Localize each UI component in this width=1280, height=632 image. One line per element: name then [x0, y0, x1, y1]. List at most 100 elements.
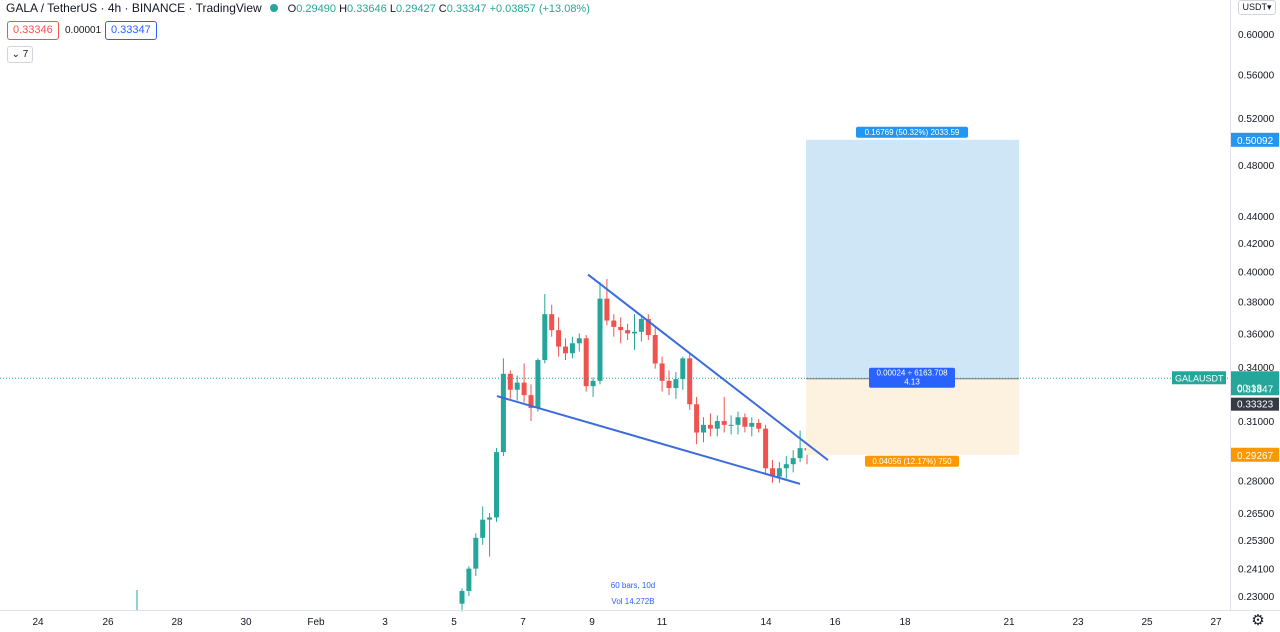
- candle-body: [480, 519, 486, 538]
- candle-body: [694, 404, 700, 433]
- stop-label: 0.04056 (12.17%) 750: [872, 457, 952, 466]
- candle-body: [687, 358, 693, 405]
- candle-body: [466, 568, 472, 591]
- entry-price-tag-bg: [1231, 397, 1279, 411]
- candle-body: [638, 318, 644, 332]
- x-tick-label: 18: [899, 617, 911, 628]
- candle-body: [590, 380, 596, 387]
- y-tick-label: 0.52000: [1238, 114, 1275, 125]
- y-tick-label: 0.56000: [1238, 70, 1275, 81]
- entry-label-bg: [869, 367, 955, 388]
- x-tick-label: Feb: [307, 617, 325, 628]
- candle-body: [707, 424, 713, 429]
- x-tick-label: 23: [1072, 617, 1084, 628]
- entry-label: 4.13: [904, 378, 920, 387]
- candle-body: [563, 346, 568, 354]
- candle-body: [597, 298, 603, 381]
- sell-button[interactable]: 0.33346: [7, 21, 59, 40]
- candle-body: [652, 335, 658, 364]
- candle-body: [666, 380, 672, 388]
- drawings-layer: 0.16769 (50.32%) 2033.59 0.00024 ÷ 6163.7…: [0, 126, 1230, 606]
- candle-body: [576, 338, 582, 344]
- candle-body: [583, 338, 589, 387]
- candle-body: [507, 373, 513, 390]
- close-value: 0.33347: [446, 3, 487, 15]
- price-axis-panel: [1230, 0, 1280, 632]
- y-tick-label: 0.26500: [1238, 509, 1275, 520]
- y-tick-label: 0.31000: [1238, 417, 1275, 428]
- candle-body: [632, 331, 637, 334]
- open-value: 0.29490: [296, 3, 336, 15]
- candle-body: [514, 382, 520, 390]
- candle-body: [680, 358, 686, 380]
- ohlc-values: O0.29490 H0.33646 L0.29427 C0.33347 +0.0…: [287, 3, 590, 15]
- y-tick-label: 0.24100: [1238, 565, 1275, 576]
- indicators-toggle-button[interactable]: ⌄ 7: [7, 46, 33, 63]
- target-price-tag-bg: [1231, 132, 1279, 147]
- candle-body: [742, 417, 748, 427]
- y-tick-label: 0.40000: [1238, 268, 1275, 279]
- high-value: 0.33646: [347, 3, 387, 15]
- y-tick-label: 0.60000: [1238, 30, 1275, 41]
- stop-price-tag: 0.29267: [1237, 451, 1274, 462]
- x-tick-label: 21: [1003, 617, 1015, 628]
- candle-body: [625, 330, 631, 334]
- gear-icon[interactable]: ⚙: [1251, 612, 1265, 629]
- profit-zone: [806, 139, 1019, 379]
- candle-body: [459, 590, 465, 604]
- y-tick-label: 0.23000: [1238, 592, 1275, 603]
- wedge-lower-trendline: [496, 395, 801, 485]
- ticker-tag: GALAUSDT: [1175, 373, 1224, 383]
- buy-button[interactable]: 0.33347: [105, 21, 157, 40]
- indicators-count: 7: [22, 49, 29, 60]
- volume-label: Vol 14.272B: [611, 597, 654, 606]
- candle-body: [569, 343, 575, 354]
- candle-body: [763, 428, 769, 469]
- x-tick-label: 9: [589, 617, 595, 628]
- candle-body: [556, 330, 562, 347]
- candles-layer: [136, 279, 817, 612]
- target-price-tag: 0.50092: [1237, 136, 1274, 147]
- candle-body: [521, 382, 527, 396]
- y-tick-label: 0.38000: [1238, 298, 1275, 309]
- candle-body: [659, 363, 665, 381]
- candle-body: [721, 421, 727, 425]
- x-tick-label: 16: [829, 617, 841, 628]
- symbol-title[interactable]: GALA / TetherUS · 4h · BINANCE · Trading…: [6, 1, 262, 15]
- x-tick-label: 24: [32, 617, 44, 628]
- candle-body: [487, 517, 493, 520]
- entry-label: 0.00024 ÷ 6163.708: [876, 369, 948, 378]
- loss-zone: [806, 378, 1019, 455]
- y-tick-label: 0.48000: [1238, 161, 1275, 172]
- currency-label: USDT: [1242, 2, 1267, 12]
- candle-body: [494, 452, 499, 518]
- x-tick-label: 5: [451, 617, 457, 628]
- x-tick-label: 28: [171, 617, 183, 628]
- candle-body: [542, 314, 548, 361]
- candle-body: [535, 360, 541, 408]
- x-tick-label: 7: [520, 617, 526, 628]
- last-price-tag-bg: [1231, 371, 1279, 396]
- candle-body: [770, 468, 775, 477]
- target-label-bg: [856, 126, 968, 138]
- range-label: 60 bars, 10d: [611, 581, 655, 590]
- low-value: 0.29427: [395, 3, 436, 15]
- x-tick-label: 11: [657, 617, 668, 628]
- chevron-down-icon: ▾: [1266, 2, 1272, 12]
- candle-body: [749, 422, 755, 427]
- candle-body: [783, 464, 789, 469]
- change-value: +0.03857 (+13.08%): [489, 3, 590, 15]
- x-tick-label: 25: [1141, 617, 1153, 628]
- currency-select[interactable]: USDT▾: [1238, 0, 1276, 15]
- y-tick-label: 0.36000: [1238, 329, 1275, 340]
- candle-body: [728, 424, 734, 426]
- candle-body: [797, 448, 803, 459]
- candle-body: [604, 298, 610, 321]
- candle-body: [645, 318, 651, 336]
- countdown-label: 00:18: [1237, 383, 1262, 394]
- candle-body: [528, 395, 534, 408]
- candle-body: [790, 458, 796, 465]
- x-tick-label: 14: [760, 617, 772, 628]
